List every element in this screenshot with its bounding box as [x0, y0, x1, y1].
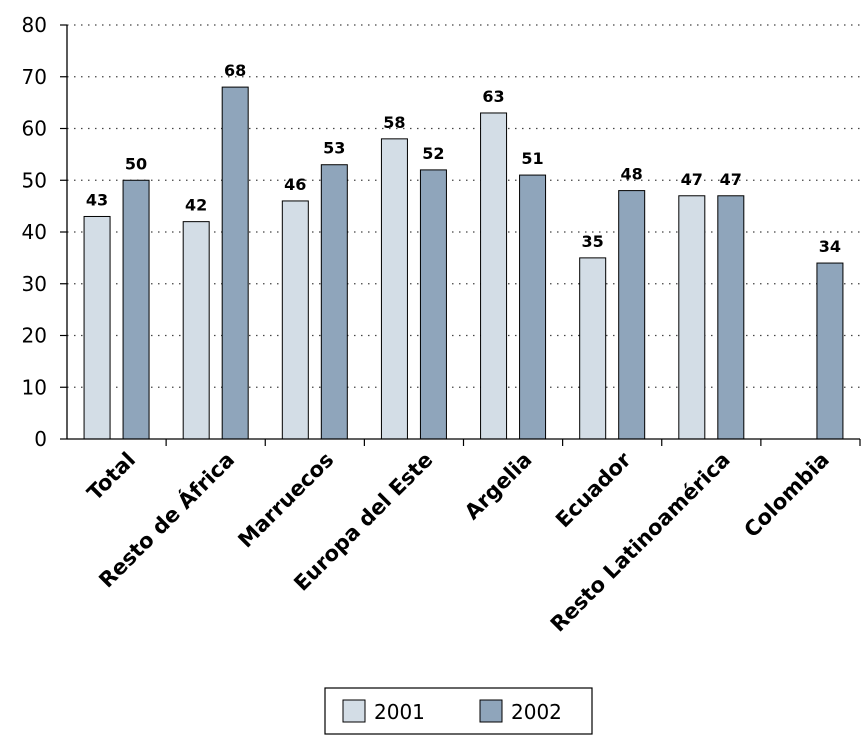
- y-tick-label: 40: [22, 220, 47, 244]
- data-label: 47: [720, 170, 742, 189]
- bar-2001: [84, 216, 110, 439]
- bar-2001: [481, 113, 507, 439]
- bar-2001: [679, 196, 705, 439]
- bar-2002: [123, 180, 149, 439]
- data-label: 35: [582, 232, 604, 251]
- bar-2001: [183, 222, 209, 439]
- legend-label-2002: 2002: [511, 700, 562, 724]
- data-label: 42: [185, 196, 207, 215]
- bar-2002: [718, 196, 744, 439]
- bar-2001: [580, 258, 606, 439]
- data-label: 52: [422, 144, 444, 163]
- category-label: Resto Latinoamérica: [546, 448, 735, 637]
- bar-2002: [420, 170, 446, 439]
- category-label: Ecuador: [551, 447, 636, 532]
- data-label: 51: [521, 149, 543, 168]
- y-tick-label: 70: [22, 65, 47, 89]
- legend-label-2001: 2001: [374, 700, 425, 724]
- category-label: Colombia: [739, 448, 834, 543]
- bar-2002: [817, 263, 843, 439]
- legend-swatch-2002: [480, 700, 502, 722]
- y-tick-label: 30: [22, 272, 47, 296]
- bar-2002: [619, 191, 645, 439]
- data-label: 48: [621, 165, 643, 184]
- y-tick-label: 0: [34, 427, 47, 451]
- bar-2002: [321, 165, 347, 439]
- category-label: Total: [83, 448, 141, 506]
- data-label: 43: [86, 190, 108, 209]
- data-label: 68: [224, 61, 246, 80]
- bar-2001: [282, 201, 308, 439]
- legend-swatch-2001: [343, 700, 365, 722]
- y-tick-label: 20: [22, 324, 47, 348]
- data-label: 50: [125, 154, 147, 173]
- y-tick-label: 60: [22, 117, 47, 141]
- y-tick-label: 50: [22, 168, 47, 192]
- y-tick-label: 10: [22, 375, 47, 399]
- data-label: 34: [819, 237, 841, 256]
- legend: 2001 2002: [325, 688, 592, 734]
- y-axis: 0 10 20 30 40 50 60 70 80: [22, 13, 67, 451]
- bar-2001: [381, 139, 407, 439]
- data-label: 47: [681, 170, 703, 189]
- data-label: 63: [482, 87, 504, 106]
- data-label: 58: [383, 113, 405, 132]
- bar-2002: [520, 175, 546, 439]
- data-label: 46: [284, 175, 306, 194]
- y-tick-label: 80: [22, 13, 47, 37]
- bars: 43 50 42 68 46 53 58 52 63 51 35 48 47 47 34: [84, 61, 843, 439]
- bar-2002: [222, 87, 248, 439]
- category-label: Marruecos: [233, 448, 338, 553]
- data-label: 53: [323, 139, 345, 158]
- category-label: Argelia: [460, 448, 537, 525]
